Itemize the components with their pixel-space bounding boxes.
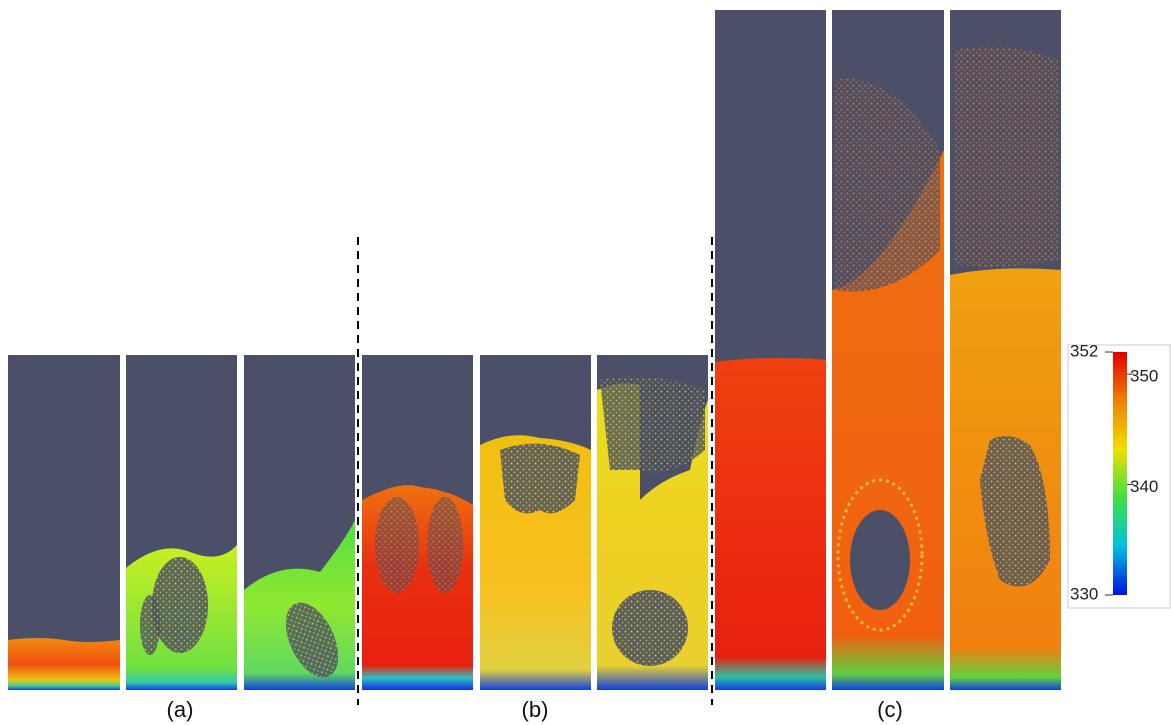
- panel: [362, 355, 473, 690]
- colorbar-end-label: 330: [1070, 584, 1098, 603]
- colorbar-end-label: 352: [1070, 341, 1098, 360]
- panel: [480, 355, 591, 690]
- panel: [8, 355, 120, 690]
- colorbar-tick-label: 350: [1130, 367, 1158, 386]
- panel: [126, 355, 237, 690]
- colorbar-gradient: [1113, 352, 1127, 595]
- panel: [715, 10, 826, 690]
- figure: (a) (b) (c) 330 352 340 350: [0, 0, 1171, 725]
- colorbar-tick-label: 340: [1130, 477, 1158, 496]
- panel-label: (a): [167, 697, 194, 722]
- panel-label: (c): [877, 697, 903, 722]
- panel: [832, 10, 944, 690]
- panel: [597, 355, 708, 690]
- panel-label: (b): [522, 697, 549, 722]
- panel: [244, 355, 355, 690]
- panel: [950, 10, 1061, 690]
